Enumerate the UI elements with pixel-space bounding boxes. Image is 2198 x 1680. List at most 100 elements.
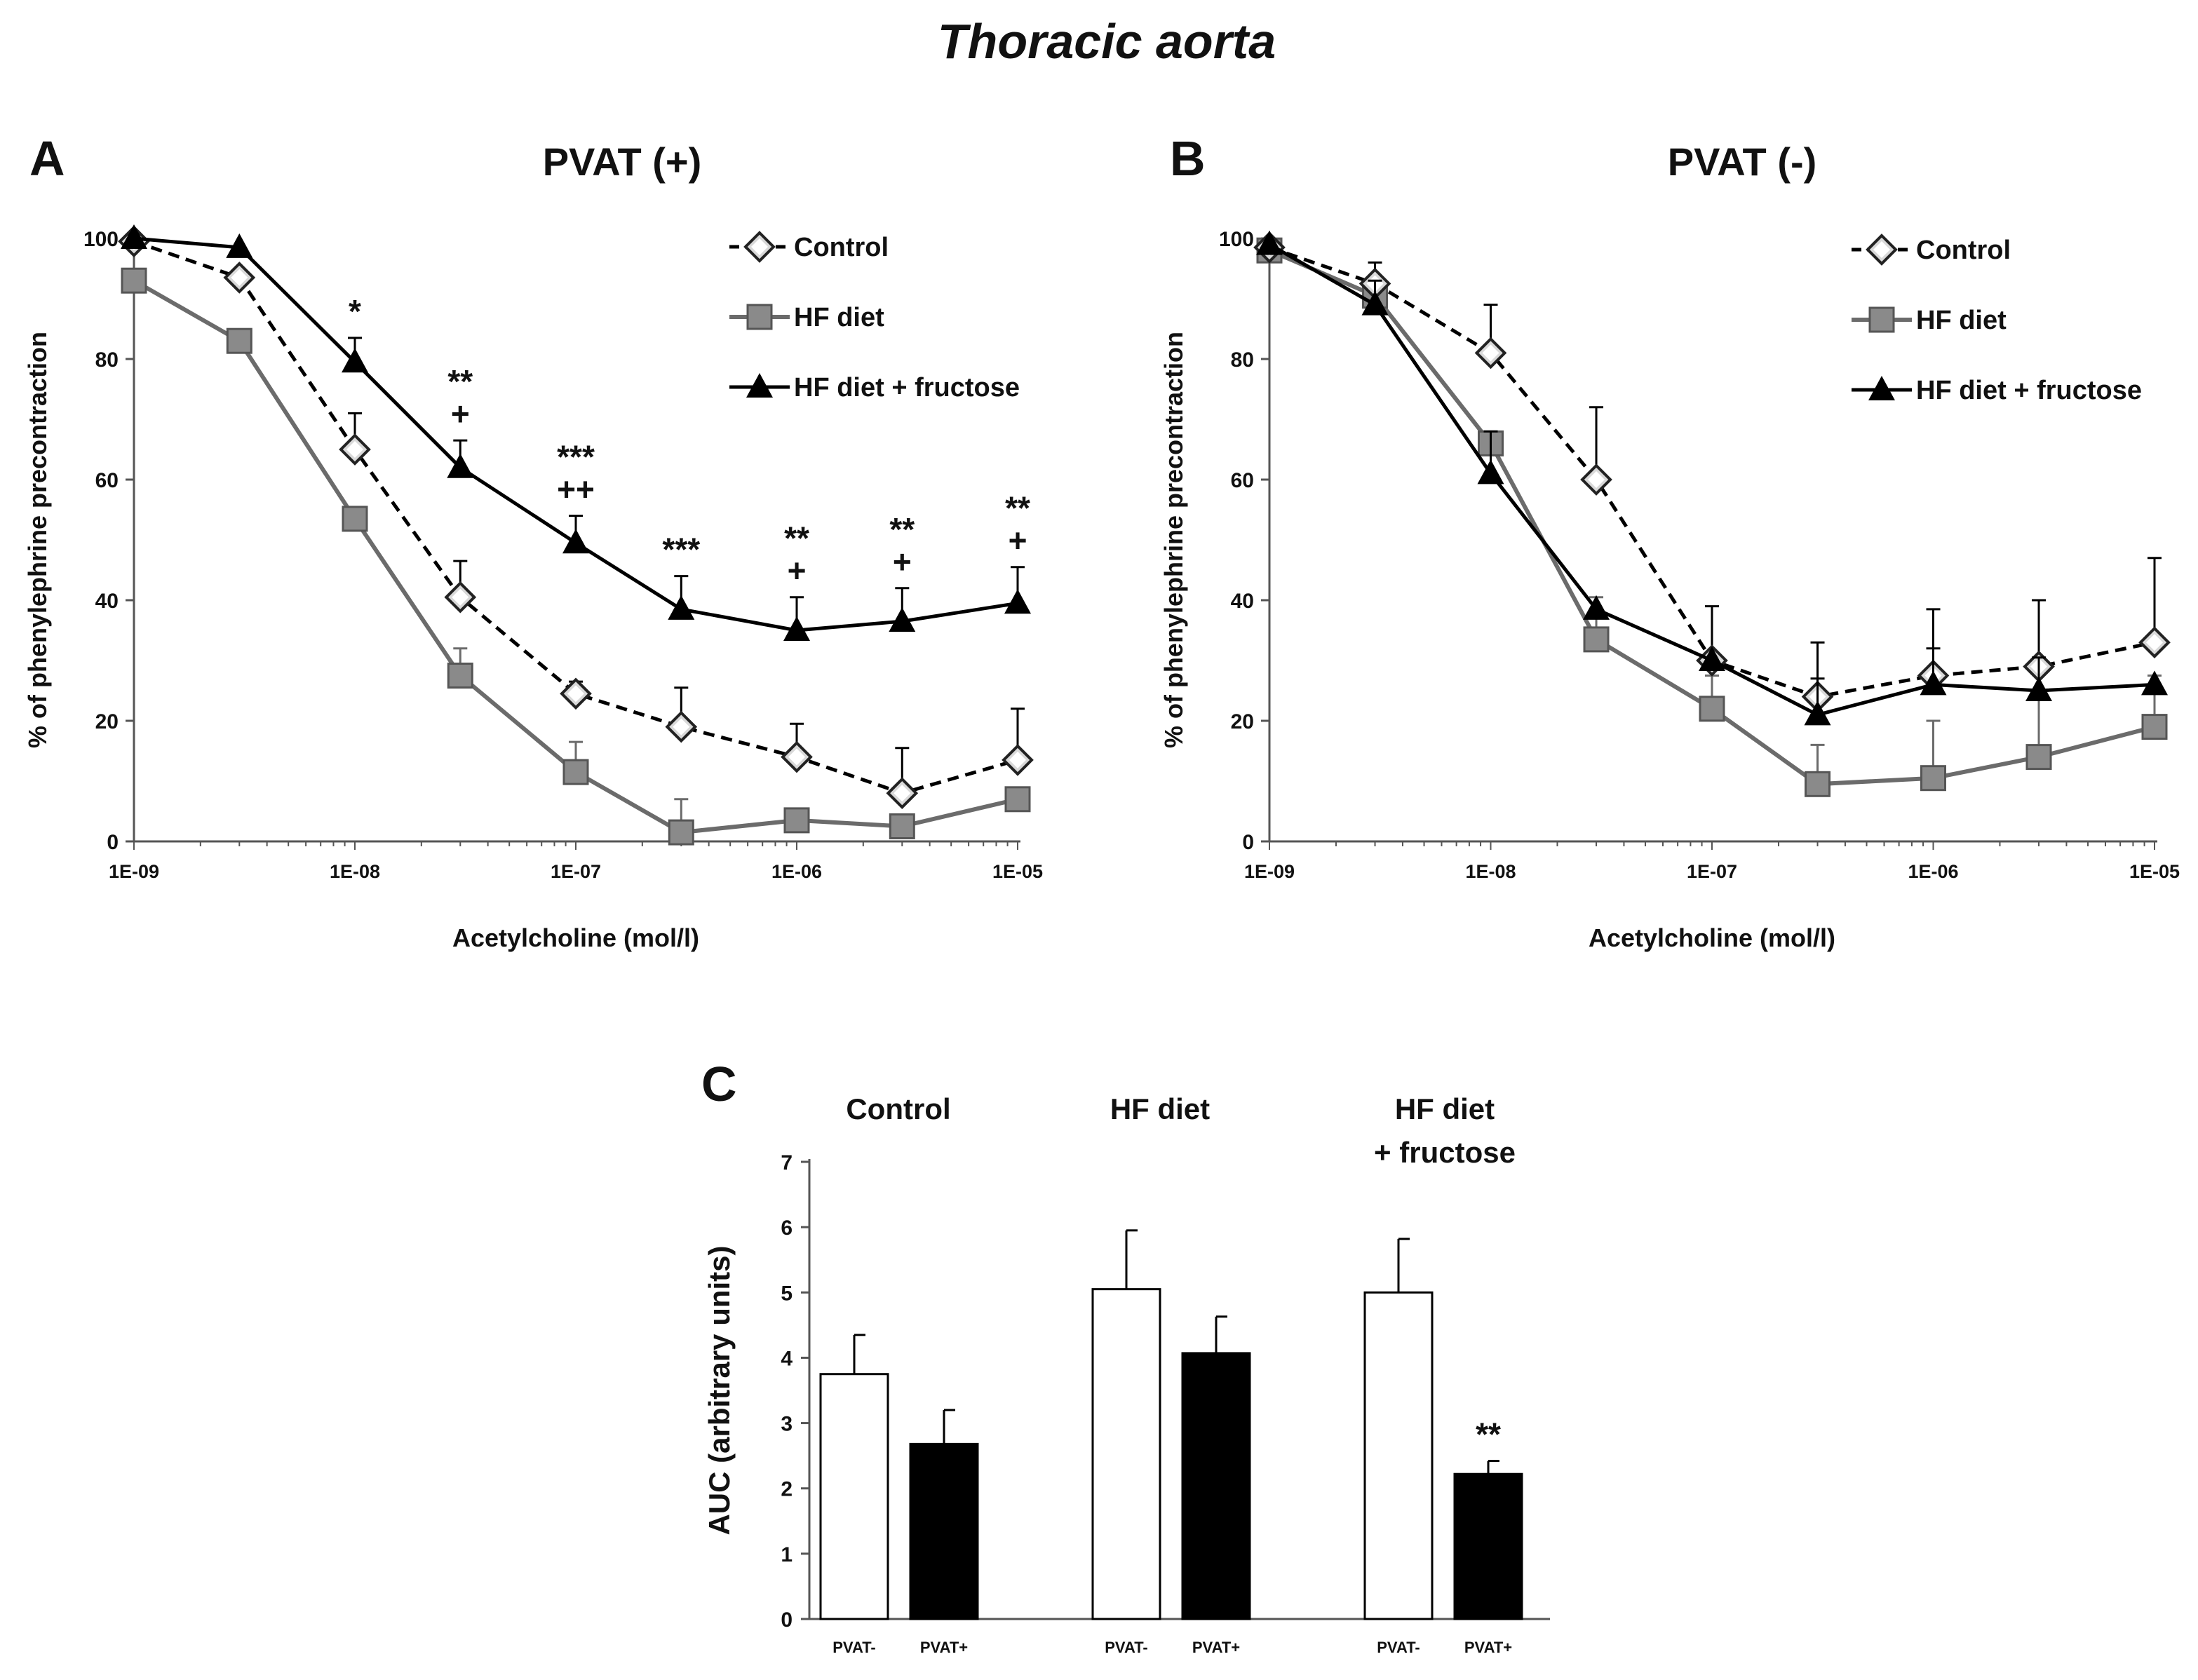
panel-a-significance-mark: *** (662, 531, 700, 568)
panel-a-significance-mark: ** (1005, 490, 1030, 527)
panel-a-control-point-inner (1009, 751, 1026, 768)
panel-b-y-tick-label: 100 (1219, 228, 1254, 251)
panel-b-hf-point (2141, 714, 2168, 740)
panel-b-chart: 0 20 40 60 80 100 1E-09 1E-08 1E-07 1E-06 1E-05 % o… (1159, 228, 2180, 952)
panel-c-group-label: HF diet (1110, 1092, 1210, 1125)
figure-title: Thoracic aorta (938, 14, 1276, 69)
panel-a-hff-point (783, 616, 810, 641)
panel-a-hff-point (1004, 589, 1031, 614)
panel-c-group-label: Control (846, 1092, 950, 1125)
panel-b-y-axis-title: % of phenylephrine precontraction (1159, 332, 1188, 748)
panel-a-y-tick-label: 100 (83, 228, 119, 251)
panel-a-y-tick-label: 40 (95, 590, 119, 613)
panel-a-x-axis-title: Acetylcholine (mol/l) (452, 923, 699, 952)
panel-b-legend-hf-label: HF diet (1916, 306, 2007, 335)
panel-b-legend-hf-marker (1868, 306, 1895, 333)
panel-b-hff-point (1361, 290, 1389, 316)
panel-a-y-axis-title: % of phenylephrine precontraction (23, 332, 52, 748)
panel-a-control-point-inner (788, 748, 805, 766)
panel-a-y-tick-label: 20 (95, 710, 119, 733)
panel-b-hff-point (2141, 670, 2168, 696)
panel-c-chart: 0 1 2 3 4 5 6 7 AUC (arbitrary units) Control PVAT… (703, 1092, 1550, 1656)
panel-a-hf-point (342, 506, 368, 532)
panel-b-hff-point (1920, 670, 1947, 696)
panel-c-bar-label: PVAT- (1105, 1639, 1148, 1656)
panel-b-hff-point (1477, 459, 1504, 485)
panel-b-x-tick-label: 1E-09 (1244, 861, 1295, 882)
panel-a-hf-point (889, 813, 915, 839)
panel-c-y-tick-label: 5 (781, 1282, 793, 1305)
panel-a-significance-mark: ++ (557, 471, 595, 508)
panel-b-y-tick-label: 60 (1231, 469, 1254, 492)
panel-b-legend-control-marker-inner (1873, 241, 1890, 258)
panel-b-y-tick-label: 40 (1231, 590, 1254, 613)
panel-b-x-axis-title: Acetylcholine (mol/l) (1589, 923, 1835, 952)
panel-a-hf-point (1004, 786, 1031, 813)
panel-b-hff-point (1804, 700, 1831, 726)
panel-a-x-tick-label: 1E-05 (992, 861, 1043, 882)
panel-a-significance-mark: + (893, 543, 912, 580)
panel-a-significance-mark: * (349, 293, 361, 330)
panel-b-hff-point (2025, 677, 2053, 701)
panel-c-bar (1181, 1352, 1251, 1620)
panel-c-y-tick-label: 1 (781, 1543, 793, 1566)
panel-a-hff-point (121, 224, 147, 249)
panel-a-legend-hff-marker (746, 373, 773, 398)
panel-a-significance-mark: + (1009, 522, 1027, 559)
panel-a-x-tick-label: 1E-09 (109, 861, 159, 882)
panel-c-y-tick-label: 6 (781, 1217, 793, 1240)
panel-a-significance-mark: *** (557, 439, 595, 475)
panel-a-legend-hf-label: HF diet (794, 303, 884, 332)
panel-a-hff-point (668, 595, 695, 620)
panel-b-control-point-inner (1588, 471, 1605, 488)
panel-b-legend-hff-marker (1868, 376, 1895, 400)
panel-a-letter: A (29, 131, 65, 186)
panel-c-y-tick-label: 4 (781, 1347, 793, 1370)
panel-c-bar (1363, 1291, 1434, 1620)
panel-b-x-tick-label: 1E-07 (1687, 861, 1737, 882)
panel-c-letter: C (701, 1057, 737, 1111)
panel-b-legend-control-label: Control (1916, 236, 2011, 265)
panel-b-y-tick-label: 0 (1242, 831, 1254, 854)
panel-a-hf-point (447, 663, 473, 689)
panel-a-hff-point (226, 233, 253, 258)
panel-a-hff-point (342, 348, 368, 373)
panel-a-title: PVAT (+) (543, 140, 702, 184)
panel-b-hf-point (2025, 744, 2052, 771)
panel-a-control-point-inner (567, 685, 584, 703)
panel-c-bar-label: PVAT+ (1192, 1639, 1240, 1656)
panel-b-hff-point (1699, 646, 1725, 671)
panel-b-y-tick-label: 80 (1231, 348, 1254, 372)
panel-b-hff-point (1256, 230, 1283, 255)
panel-a-hf-point (783, 807, 810, 834)
panel-a-y-tick-label: 60 (95, 469, 119, 492)
panel-b-control-point-inner (2146, 634, 2163, 651)
panel-b-x-tick-label: 1E-06 (1908, 861, 1958, 882)
panel-b-y-tick-label: 20 (1231, 710, 1254, 733)
panel-c-y-tick-label: 2 (781, 1478, 793, 1501)
panel-a-legend-hff-label: HF diet + fructose (794, 373, 1020, 402)
panel-c-significance-mark: ** (1476, 1416, 1501, 1453)
panel-c-bar-label: PVAT- (832, 1639, 876, 1656)
panel-c-bar (1091, 1288, 1161, 1620)
panel-b-title: PVAT (-) (1668, 140, 1817, 184)
panel-a-control-point-inner (346, 441, 363, 458)
panel-a-hff-point (889, 607, 916, 632)
panel-a-control-point-inner (673, 718, 690, 736)
panel-a-series-control-line (133, 239, 1018, 795)
panel-c-y-tick-label: 0 (781, 1608, 793, 1632)
panel-a-x-tick-label: 1E-06 (771, 861, 822, 882)
panel-a-legend-hf-marker (746, 304, 773, 330)
panel-b-hf-point (1920, 765, 1946, 792)
panel-c-group-label: + fructose (1374, 1136, 1516, 1169)
panel-a-significance-mark: ** (784, 520, 809, 557)
panel-b-x-tick-label: 1E-08 (1465, 861, 1516, 882)
panel-a-significance-mark: ** (889, 511, 915, 548)
panel-a-significance-mark: ** (447, 363, 473, 400)
panel-c-y-axis-title: AUC (arbitrary units) (703, 1245, 736, 1535)
panel-b-control-point-inner (1482, 344, 1499, 362)
panel-a-y-tick-label: 0 (107, 831, 119, 854)
panel-c-bar-label: PVAT- (1377, 1639, 1420, 1656)
panel-c-y-tick-label: 3 (781, 1413, 793, 1436)
panel-a-hf-point (668, 819, 694, 846)
